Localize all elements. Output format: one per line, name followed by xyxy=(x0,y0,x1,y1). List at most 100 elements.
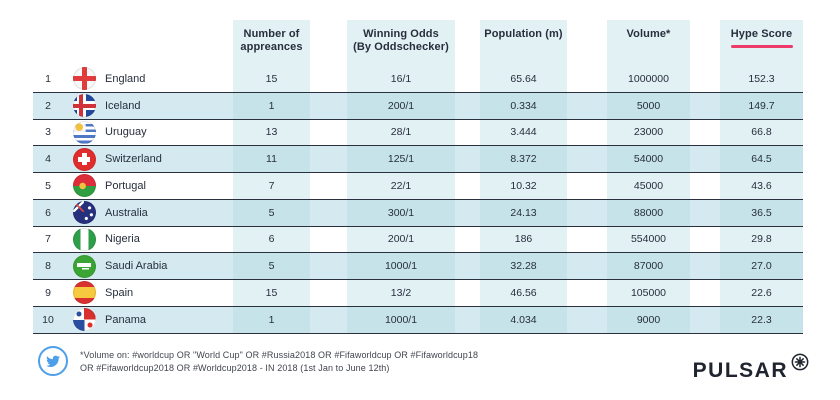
column-header-appearances: Number of appreances xyxy=(233,20,310,66)
population-cell: 46.56 xyxy=(480,280,567,306)
column-header-population: Population (m) xyxy=(480,20,567,66)
flag-cell xyxy=(63,253,105,279)
appearances-cell: 5 xyxy=(233,253,310,279)
winning-odds-cell: 1000/1 xyxy=(347,253,455,279)
volume-cell: 45000 xyxy=(607,173,690,199)
volume-cell: 23000 xyxy=(607,119,690,146)
footnote-line-2: OR #Fifaworldcup2018 OR #Worldcup2018 - … xyxy=(80,363,390,373)
appearances-cell: 6 xyxy=(233,226,310,253)
table-row: 5 Portugal 7 22/1 10.32 45000 43.6 xyxy=(33,173,803,200)
hype-score-cell: 29.8 xyxy=(720,226,803,253)
rank-cell: 7 xyxy=(45,233,51,246)
winning-odds-cell: 1000/1 xyxy=(347,306,455,333)
appearances-cell: 15 xyxy=(233,66,310,92)
header-line: Hype Score xyxy=(730,28,793,40)
hype-score-cell: 27.0 xyxy=(720,253,803,279)
appearances-cell: 15 xyxy=(233,280,310,306)
pulsar-star-icon xyxy=(790,352,810,377)
flag-saudi-arabia-icon xyxy=(72,254,96,278)
appearances-cell: 1 xyxy=(233,306,310,333)
winning-odds-cell: 28/1 xyxy=(347,119,455,146)
flag-cell xyxy=(63,66,105,92)
hype-score-cell: 149.7 xyxy=(720,92,803,119)
column-header-winning-odds: Winning Odds (By Oddschecker) xyxy=(347,20,455,66)
country-name-cell: Saudi Arabia xyxy=(105,260,168,273)
pulsar-logo: PULSAR xyxy=(693,352,810,383)
flag-spain-icon xyxy=(72,281,96,305)
flag-cell xyxy=(63,93,105,119)
header-line: Number of xyxy=(243,28,300,40)
hype-ranking-table: Number of appreances Winning Odds (By Od… xyxy=(33,20,803,334)
winning-odds-cell: 200/1 xyxy=(347,92,455,119)
hype-score-cell: 36.5 xyxy=(720,199,803,226)
flag-cell xyxy=(63,146,105,172)
volume-cell: 87000 xyxy=(607,253,690,279)
header-line: Volume* xyxy=(626,28,671,40)
flag-panama-icon xyxy=(72,308,96,332)
hype-score-cell: 152.3 xyxy=(720,66,803,92)
table-body: 1 England 15 16/1 65.64 1000000 152.3 2 … xyxy=(33,66,803,334)
appearances-cell: 11 xyxy=(233,146,310,172)
rank-cell: 8 xyxy=(45,260,51,273)
volume-cell: 5000 xyxy=(607,92,690,119)
hype-score-underline xyxy=(730,45,793,48)
table-row: 6 Australia 5 300/1 24.13 88000 36.5 xyxy=(33,199,803,227)
footnote-line-1: *Volume on: #worldcup OR "World Cup" OR … xyxy=(80,350,479,360)
winning-odds-cell: 13/2 xyxy=(347,280,455,306)
population-cell: 3.444 xyxy=(480,119,567,146)
population-cell: 0.334 xyxy=(480,92,567,119)
table-row: 3 Uruguay 13 28/1 3.444 23000 66.8 xyxy=(33,119,803,147)
flag-uruguay-icon xyxy=(72,120,96,144)
column-header-hype-score: Hype Score xyxy=(720,20,803,66)
hype-score-cell: 66.8 xyxy=(720,119,803,146)
twitter-bird-icon xyxy=(46,355,60,368)
country-name-cell: Australia xyxy=(105,206,148,219)
winning-odds-cell: 16/1 xyxy=(347,66,455,92)
appearances-cell: 5 xyxy=(233,199,310,226)
volume-footnote: *Volume on: #worldcup OR "World Cup" OR … xyxy=(38,346,478,376)
flag-cell xyxy=(63,307,105,333)
flag-cell xyxy=(63,200,105,226)
country-name-cell: Uruguay xyxy=(105,126,147,139)
population-cell: 24.13 xyxy=(480,199,567,226)
table-row: 1 England 15 16/1 65.64 1000000 152.3 xyxy=(33,66,803,93)
flag-cell xyxy=(63,120,105,146)
country-name-cell: Portugal xyxy=(105,179,146,192)
rank-cell: 3 xyxy=(45,126,51,139)
volume-cell: 1000000 xyxy=(607,66,690,92)
rank-cell: 1 xyxy=(45,72,51,85)
country-name-cell: Iceland xyxy=(105,99,141,112)
hype-score-cell: 64.5 xyxy=(720,146,803,172)
volume-cell: 105000 xyxy=(607,280,690,306)
table-row: 9 Spain 15 13/2 46.56 105000 22.6 xyxy=(33,280,803,307)
appearances-cell: 1 xyxy=(233,92,310,119)
table-row: 2 Iceland 1 200/1 0.334 5000 149.7 xyxy=(33,92,803,120)
appearances-cell: 7 xyxy=(233,173,310,199)
flag-portugal-icon xyxy=(72,174,96,198)
hype-score-cell: 22.3 xyxy=(720,306,803,333)
volume-cell: 88000 xyxy=(607,199,690,226)
population-cell: 10.32 xyxy=(480,173,567,199)
pulsar-wordmark: PULSAR xyxy=(692,359,788,382)
volume-cell: 554000 xyxy=(607,226,690,253)
table-row: 10 Panama 1 1000/1 4.034 9000 22.3 xyxy=(33,306,803,334)
country-name-cell: Panama xyxy=(105,313,146,326)
rank-cell: 4 xyxy=(45,153,51,166)
flag-iceland-icon xyxy=(72,94,96,118)
winning-odds-cell: 300/1 xyxy=(347,199,455,226)
winning-odds-cell: 125/1 xyxy=(347,146,455,172)
rank-cell: 5 xyxy=(45,179,51,192)
flag-cell xyxy=(63,227,105,253)
table-row: 7 Nigeria 6 200/1 186 554000 29.8 xyxy=(33,226,803,254)
volume-cell: 9000 xyxy=(607,306,690,333)
country-name-cell: England xyxy=(105,72,146,85)
rank-cell: 2 xyxy=(45,99,51,112)
winning-odds-cell: 22/1 xyxy=(347,173,455,199)
flag-switzerland-icon xyxy=(72,147,96,171)
hype-score-cell: 22.6 xyxy=(720,280,803,306)
rank-cell: 9 xyxy=(45,286,51,299)
flag-cell xyxy=(63,280,105,306)
appearances-cell: 13 xyxy=(233,119,310,146)
volume-cell: 54000 xyxy=(607,146,690,172)
twitter-icon xyxy=(38,346,68,376)
